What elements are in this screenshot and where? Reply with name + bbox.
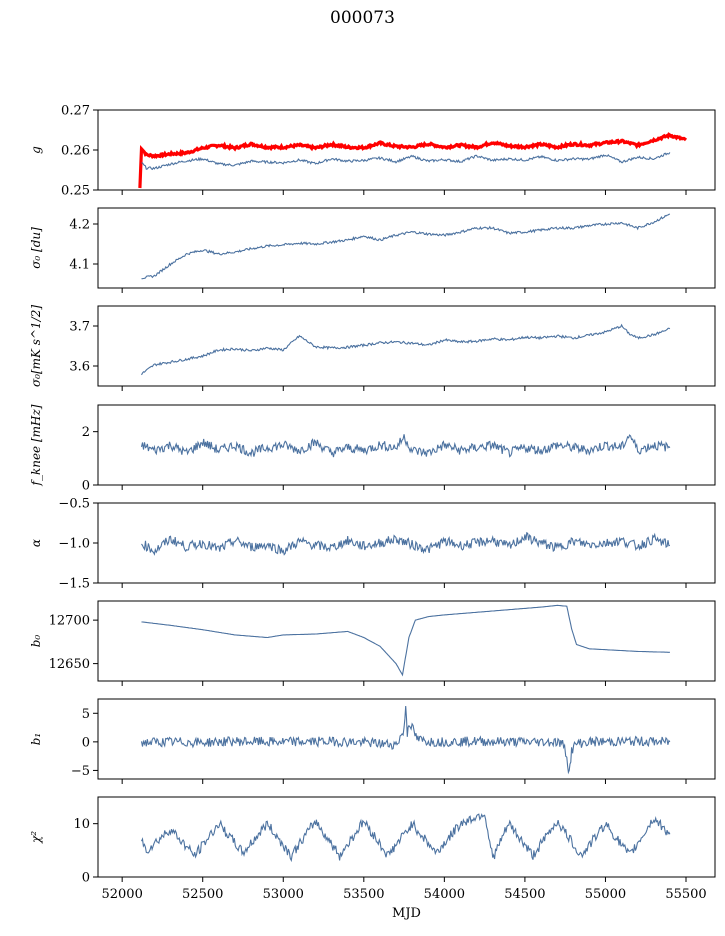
y-tick-label: 12700 <box>49 614 90 629</box>
axes-frame <box>97 207 716 289</box>
subplot-6: 12650 12700 b₀ <box>29 600 716 686</box>
axes-frame <box>97 109 716 191</box>
y-tick-label: −5 <box>71 764 90 779</box>
y-tick-label: 0 <box>82 871 90 886</box>
y-tick-label: −1.0 <box>58 537 90 552</box>
y-tick-label: 4.1 <box>69 258 90 273</box>
y-tick-label: 3.6 <box>69 360 90 375</box>
y-tick-label: 0.27 <box>61 104 90 119</box>
subplot-5: −1.5 −1.0 −0.5 α <box>29 497 716 592</box>
x-tick-label: 55000 <box>585 887 626 902</box>
y-axis-label: g <box>29 146 43 154</box>
y-axis-label: f_knee [mHz] <box>29 404 43 486</box>
subplot-2: 4.1 4.2 σ₀ [du] <box>29 207 716 293</box>
y-tick-label: 3.7 <box>69 320 90 335</box>
y-axis-label: χ² <box>29 831 43 844</box>
y-tick-label: 2 <box>82 425 90 440</box>
x-tick-label: 54500 <box>504 887 545 902</box>
axes-frame <box>97 796 716 878</box>
series-line-blue <box>141 213 671 280</box>
x-tick-label: 54000 <box>424 887 465 902</box>
y-tick-label: −0.5 <box>58 497 90 512</box>
x-tick-label: 52000 <box>101 887 142 902</box>
y-tick-label: 10 <box>73 817 90 832</box>
y-axis-label: b₀ <box>29 635 43 648</box>
axes-frame <box>97 600 716 682</box>
y-tick-label: 0.26 <box>61 144 90 159</box>
y-axis-label: b₁ <box>29 733 43 746</box>
y-tick-label: 5 <box>82 707 90 722</box>
subplot-7: −5 0 5 b₁ <box>29 698 716 784</box>
subplot-1: 0.25 0.26 0.27 g <box>29 104 716 199</box>
series-line-red <box>138 132 688 189</box>
series-line-blue <box>140 705 671 775</box>
x-tick-label: 53500 <box>343 887 384 902</box>
y-axis-label: σ₀[mK s^1/2] <box>29 305 43 387</box>
y-axis-label: α <box>29 539 43 547</box>
series-line-blue <box>141 604 670 677</box>
series-line-blue <box>140 434 671 458</box>
x-tick-label: 53000 <box>263 887 304 902</box>
figure-title: 000073 <box>330 8 395 28</box>
series-line-blue <box>141 323 671 376</box>
y-tick-label: 12650 <box>49 657 90 672</box>
axes-frame <box>97 305 716 387</box>
series-line-blue <box>141 531 671 556</box>
subplot-3: 3.6 3.7 σ₀[mK s^1/2] <box>29 305 716 391</box>
subplot-4: 0 2 f_knee [mHz] <box>29 404 716 494</box>
axes-frame <box>97 698 716 780</box>
subplot-8: 0 10 χ² <box>29 796 716 886</box>
y-tick-label: 4.2 <box>69 218 90 233</box>
y-tick-label: 0 <box>82 735 90 750</box>
x-axis-label: MJD <box>392 906 421 921</box>
y-tick-label: 0 <box>82 479 90 494</box>
series-line-blue <box>141 813 671 863</box>
x-tick-label: 52500 <box>182 887 223 902</box>
y-tick-label: −1.5 <box>58 577 90 592</box>
y-tick-label: 0.25 <box>61 184 90 199</box>
series-line-blue <box>141 152 671 171</box>
x-tick-label: 55500 <box>665 887 706 902</box>
axes-frame <box>97 404 716 486</box>
y-axis-label: σ₀ [du] <box>29 227 43 269</box>
